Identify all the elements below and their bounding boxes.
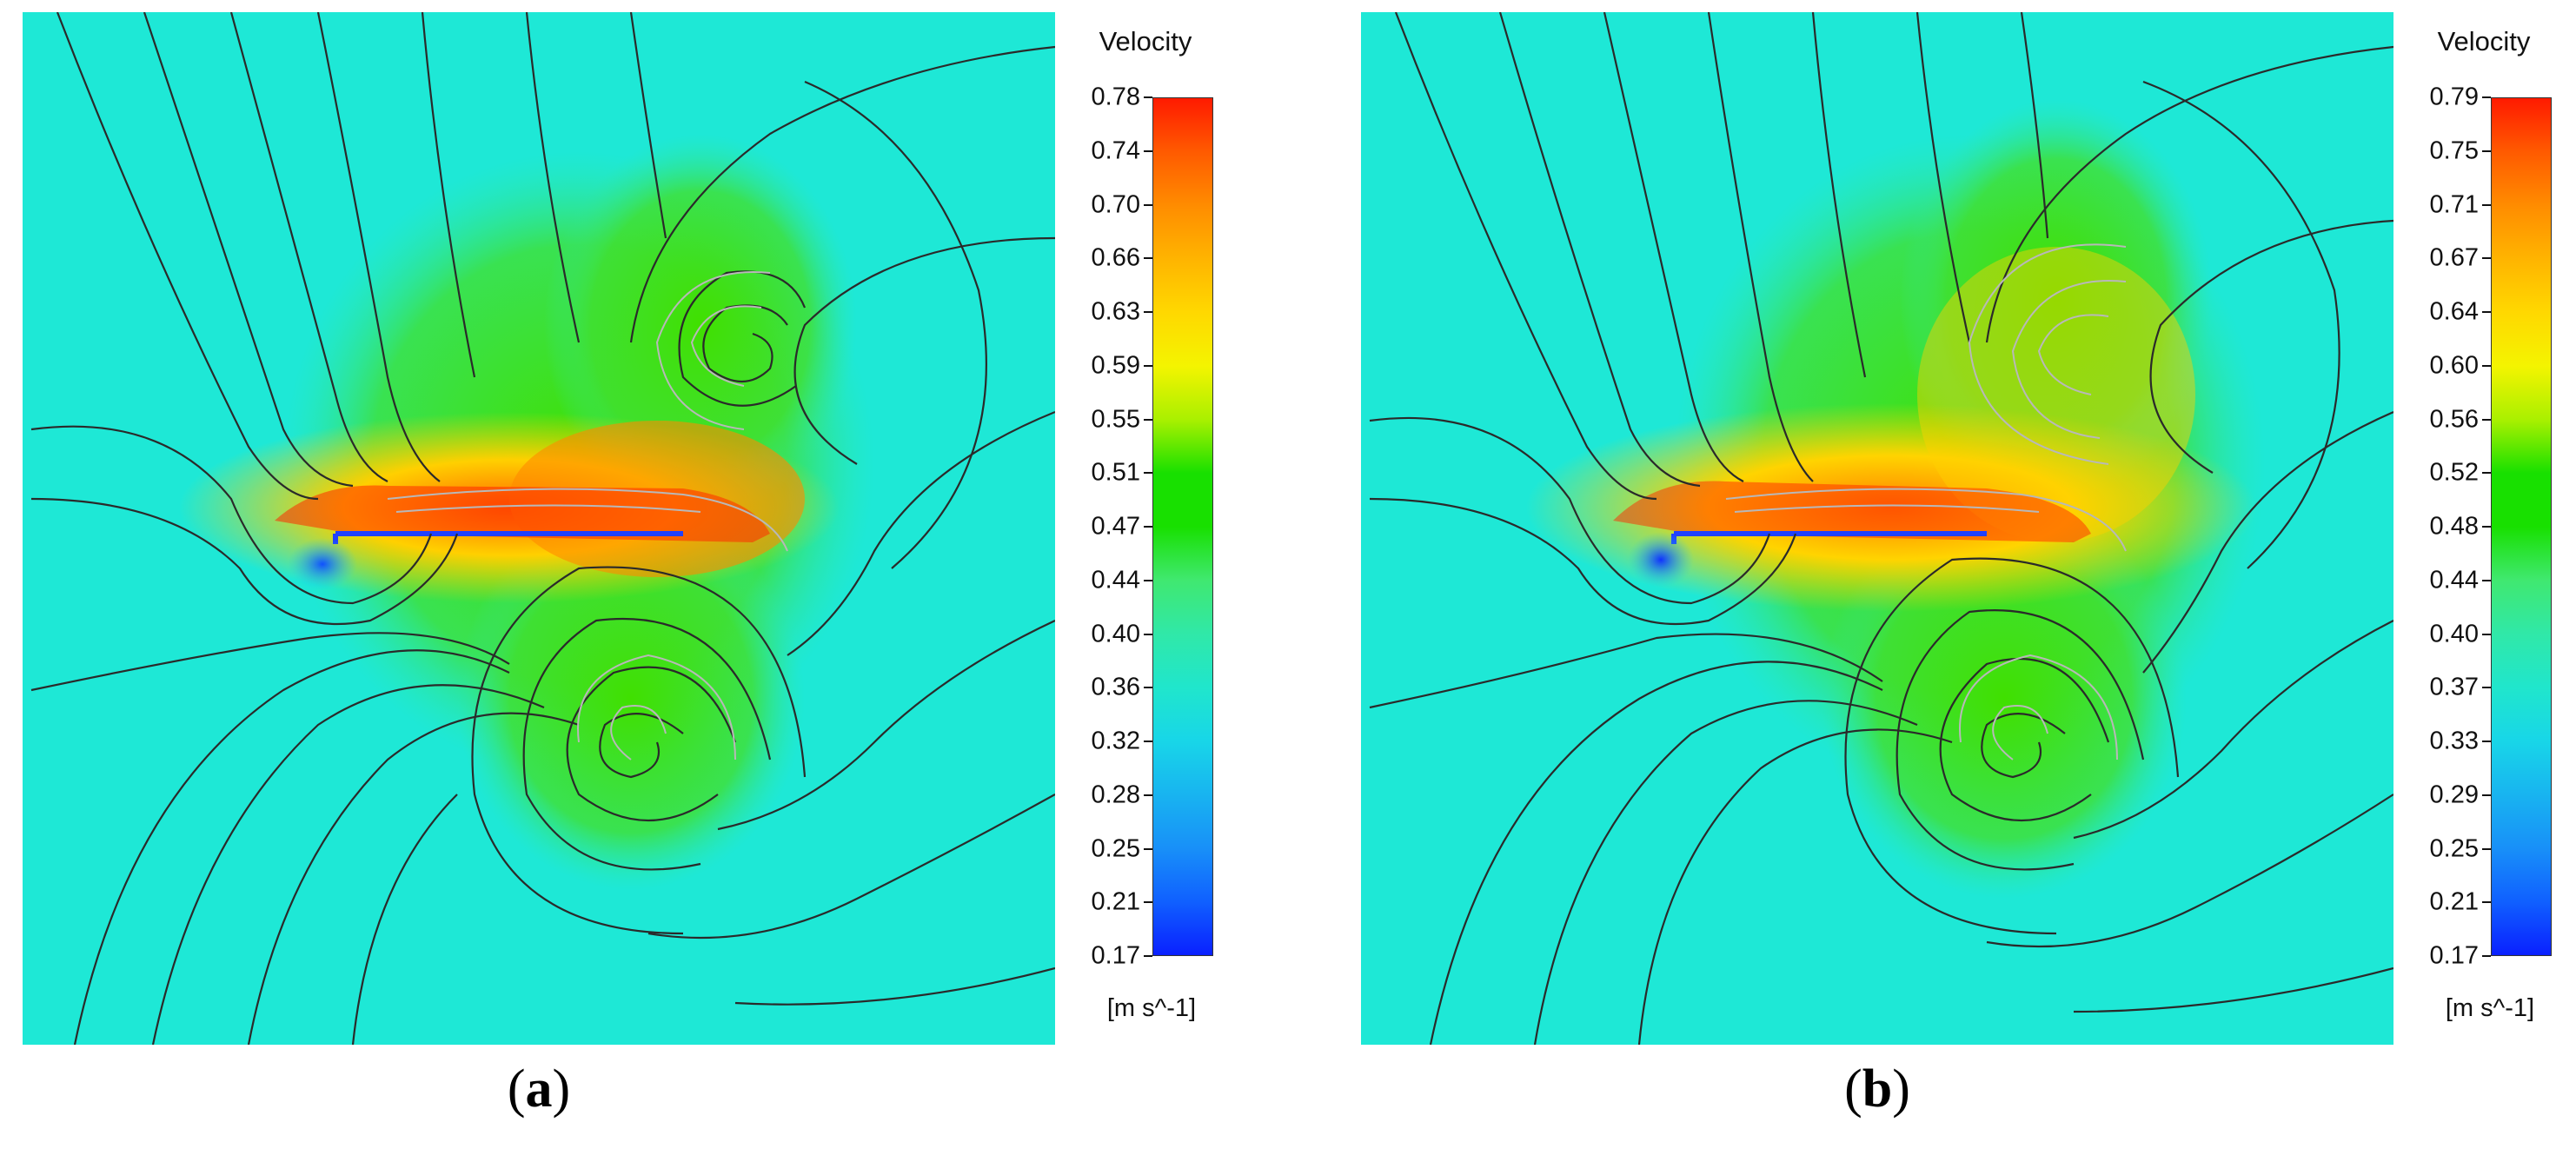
panel-caption-b: (b) [1844,1059,1910,1119]
colorbar-tick-mark [1144,418,1152,421]
colorbar-tick-label: 0.55 [1091,405,1140,433]
panel-label-a: a [525,1059,553,1119]
colorbar-tick-mark [1144,472,1152,475]
colorbar-tick-label: 0.17 [2429,941,2479,970]
colorbar-tick-label: 0.28 [1091,780,1140,809]
colorbar-b [2491,97,2552,956]
colorbar-tick-label: 0.25 [2429,834,2479,862]
colorbar-tick-label: 0.51 [1091,458,1140,487]
colorbar-tick-label: 0.32 [1091,727,1140,755]
colorbar-tick-label: 0.25 [1091,834,1140,862]
colorbar-tick-label: 0.21 [1091,887,1140,916]
colorbar-tick-label: 0.52 [2429,458,2479,487]
colorbar-tick-mark [1144,633,1152,635]
colorbar-tick-label: 0.71 [2429,190,2479,218]
colorbar-tick-mark [1144,257,1152,260]
colorbar-tick-mark [2482,955,2491,957]
colorbar-unit-b: [m s^-1] [2445,994,2535,1022]
colorbar-tick-label: 0.79 [2429,83,2479,111]
colorbar-tick-mark [2482,418,2491,421]
panel-b: Velocity 0.79 0.75 0.71 0.67 0.64 0.60 0.56 0.5… [1338,0,2576,1149]
velocity-field-a [23,12,1055,1045]
velocity-contour-b [1369,12,2393,1045]
colorbar-tick-label: 0.66 [1091,243,1140,272]
panel-caption-a: (a) [507,1059,571,1119]
colorbar-tick-mark [2482,901,2491,904]
colorbar-tick-label: 0.56 [2429,405,2479,433]
colorbar-tick-mark [2482,579,2491,581]
colorbar-tick-mark [1144,203,1152,206]
colorbar-tick-label: 0.64 [2429,297,2479,326]
colorbar-tick-mark [2482,472,2491,475]
colorbar-tick-label: 0.36 [1091,673,1140,701]
colorbar-tick-label: 0.40 [1091,620,1140,648]
colorbar-unit-a: [m s^-1] [1106,994,1197,1022]
panel-a: Velocity 0.78 0.74 0.70 0.66 0.63 0.59 0.55 0.5… [23,12,1213,1119]
colorbar-tick-label: 0.44 [2429,566,2479,594]
colorbar-tick-label: 0.70 [1091,190,1140,218]
colorbar-tick-mark [1144,579,1152,581]
colorbar-tick-label: 0.40 [2429,620,2479,648]
colorbar-tick-mark [2482,96,2491,98]
colorbar-a [1152,97,1213,956]
colorbar-tick-label: 0.59 [1091,351,1140,380]
colorbar-tick-mark [2482,633,2491,635]
colorbar-tick-mark [1144,955,1152,957]
colorbar-tick-mark [2482,526,2491,528]
colorbar-tick-mark [2482,149,2491,152]
panel-label-b: b [1862,1059,1893,1119]
colorbar-tick-mark [1144,741,1152,742]
colorbar-tick-mark [2482,311,2491,313]
colorbar-tick-label: 0.67 [2429,243,2479,272]
colorbar-tick-mark [1144,847,1152,850]
colorbar-tick-label: 0.75 [2429,136,2479,165]
colorbar-tick-label: 0.78 [1091,83,1140,111]
colorbar-title-a: Velocity [1099,26,1192,56]
colorbar-tick-label: 0.17 [1091,941,1140,970]
colorbar-tick-mark [1144,364,1152,367]
colorbar-tick-label: 0.37 [2429,673,2479,701]
colorbar-tick-mark [2482,203,2491,206]
colorbar-tick-mark [2482,687,2491,689]
colorbar-tick-label: 0.48 [2429,512,2479,541]
colorbar-tick-label: 0.60 [2429,351,2479,380]
colorbar-tick-mark [2482,257,2491,260]
colorbar-tick-label: 0.21 [2429,887,2479,916]
colorbar-tick-mark [2482,741,2491,742]
colorbar-tick-mark [1144,794,1152,796]
colorbar-tick-mark [2482,847,2491,850]
colorbar-tick-mark [1144,687,1152,689]
colorbar-tick-mark [2482,364,2491,367]
colorbar-tick-label: 0.47 [1091,512,1140,541]
colorbar-tick-label: 0.74 [1091,136,1140,165]
colorbar-tick-mark [1144,149,1152,152]
colorbar-title-b: Velocity [2437,26,2531,56]
colorbar-tick-label: 0.63 [1091,297,1140,326]
velocity-field-b [1361,12,2393,1045]
colorbar-tick-mark [1144,311,1152,313]
colorbar-tick-mark [1144,901,1152,904]
colorbar-tick-label: 0.29 [2429,780,2479,809]
colorbar-tick-mark [1144,526,1152,528]
colorbar-tick-label: 0.33 [2429,727,2479,755]
colorbar-tick-label: 0.44 [1091,566,1140,594]
colorbar-tick-mark [1144,96,1152,98]
velocity-contour-a [30,12,1055,1045]
colorbar-tick-mark [2482,794,2491,796]
